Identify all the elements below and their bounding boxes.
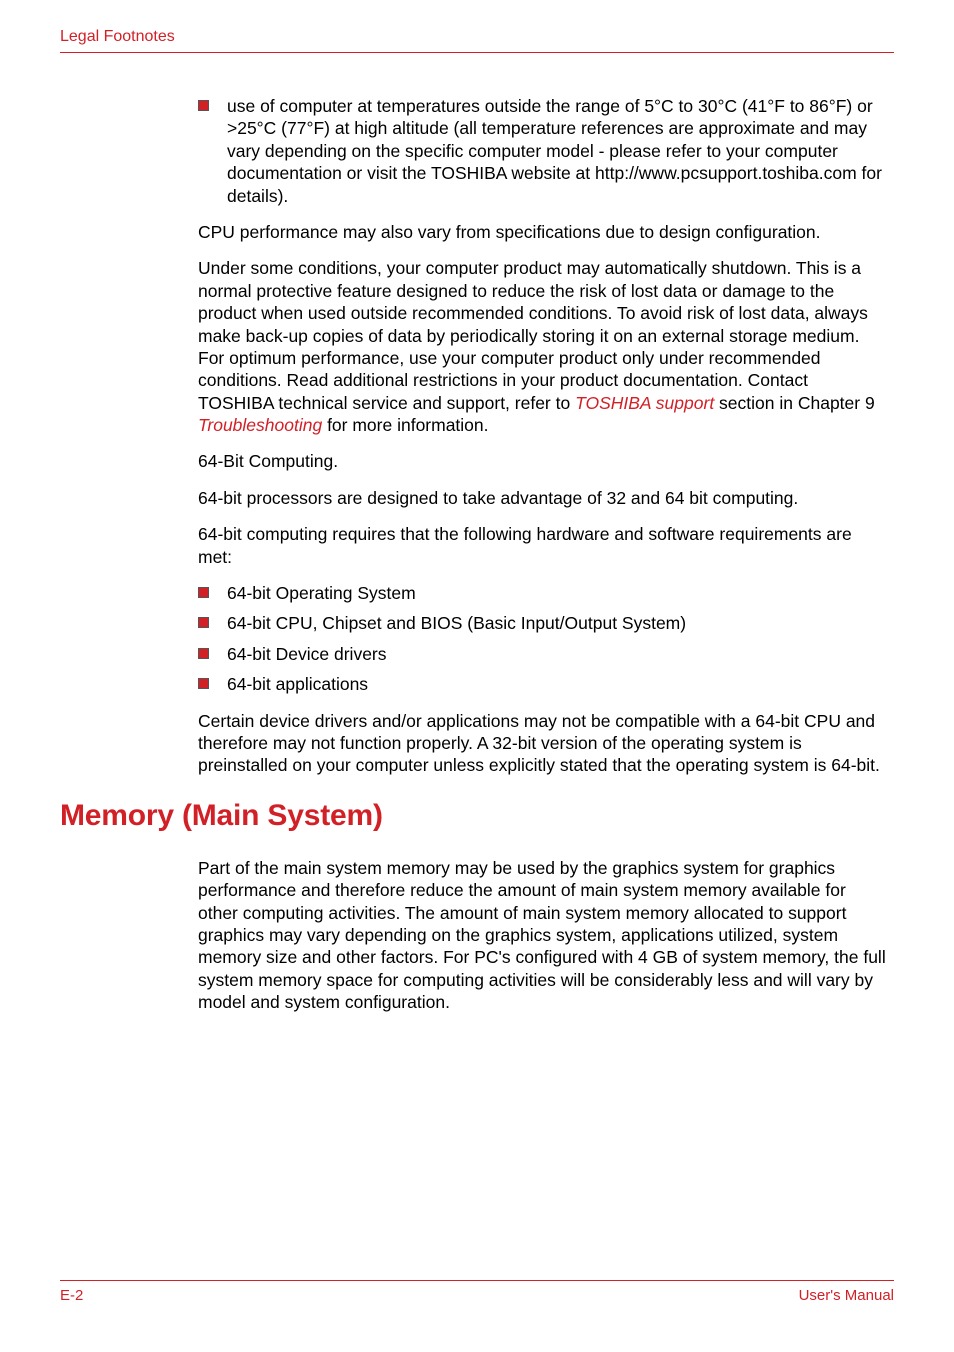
paragraph: 64-bit computing requires that the follo… bbox=[198, 523, 886, 568]
square-bullet-icon bbox=[198, 678, 209, 689]
page-container: Legal Footnotes use of computer at tempe… bbox=[0, 0, 954, 1352]
page-footer: E-2 User's Manual bbox=[60, 1280, 894, 1304]
body-content: use of computer at temperatures outside … bbox=[60, 95, 894, 777]
manual-label: User's Manual bbox=[799, 1287, 894, 1304]
running-header: Legal Footnotes bbox=[60, 28, 894, 52]
section-heading-memory: Memory (Main System) bbox=[60, 799, 894, 833]
troubleshooting-link[interactable]: Troubleshooting bbox=[198, 415, 322, 435]
section-content: Part of the main system memory may be us… bbox=[60, 857, 894, 1014]
bullet-text: 64-bit Device drivers bbox=[227, 643, 387, 665]
bullet-list: 64-bit Operating System 64-bit CPU, Chip… bbox=[198, 582, 886, 696]
paragraph: 64-bit processors are designed to take a… bbox=[198, 487, 886, 509]
list-item: 64-bit Operating System bbox=[198, 582, 886, 604]
list-item: 64-bit applications bbox=[198, 673, 886, 695]
paragraph: Part of the main system memory may be us… bbox=[198, 857, 886, 1014]
toshiba-support-link[interactable]: TOSHIBA support bbox=[575, 393, 714, 413]
list-item: 64-bit CPU, Chipset and BIOS (Basic Inpu… bbox=[198, 612, 886, 634]
page-number: E-2 bbox=[60, 1287, 83, 1304]
paragraph: Under some conditions, your computer pro… bbox=[198, 257, 886, 436]
text-run: section in Chapter 9 bbox=[714, 393, 875, 413]
square-bullet-icon bbox=[198, 617, 209, 628]
paragraph: 64-Bit Computing. bbox=[198, 450, 886, 472]
bullet-text: 64-bit CPU, Chipset and BIOS (Basic Inpu… bbox=[227, 612, 686, 634]
square-bullet-icon bbox=[198, 648, 209, 659]
bullet-text: use of computer at temperatures outside … bbox=[227, 95, 886, 207]
text-run: for more information. bbox=[322, 415, 488, 435]
square-bullet-icon bbox=[198, 100, 209, 111]
footer-rule bbox=[60, 1280, 894, 1281]
paragraph: CPU performance may also vary from speci… bbox=[198, 221, 886, 243]
list-item: use of computer at temperatures outside … bbox=[198, 95, 886, 207]
list-item: 64-bit Device drivers bbox=[198, 643, 886, 665]
text-run: Under some conditions, your computer pro… bbox=[198, 258, 868, 412]
bullet-text: 64-bit applications bbox=[227, 673, 368, 695]
bullet-text: 64-bit Operating System bbox=[227, 582, 416, 604]
header-rule bbox=[60, 52, 894, 53]
footer-row: E-2 User's Manual bbox=[60, 1287, 894, 1304]
paragraph: Certain device drivers and/or applicatio… bbox=[198, 710, 886, 777]
square-bullet-icon bbox=[198, 587, 209, 598]
